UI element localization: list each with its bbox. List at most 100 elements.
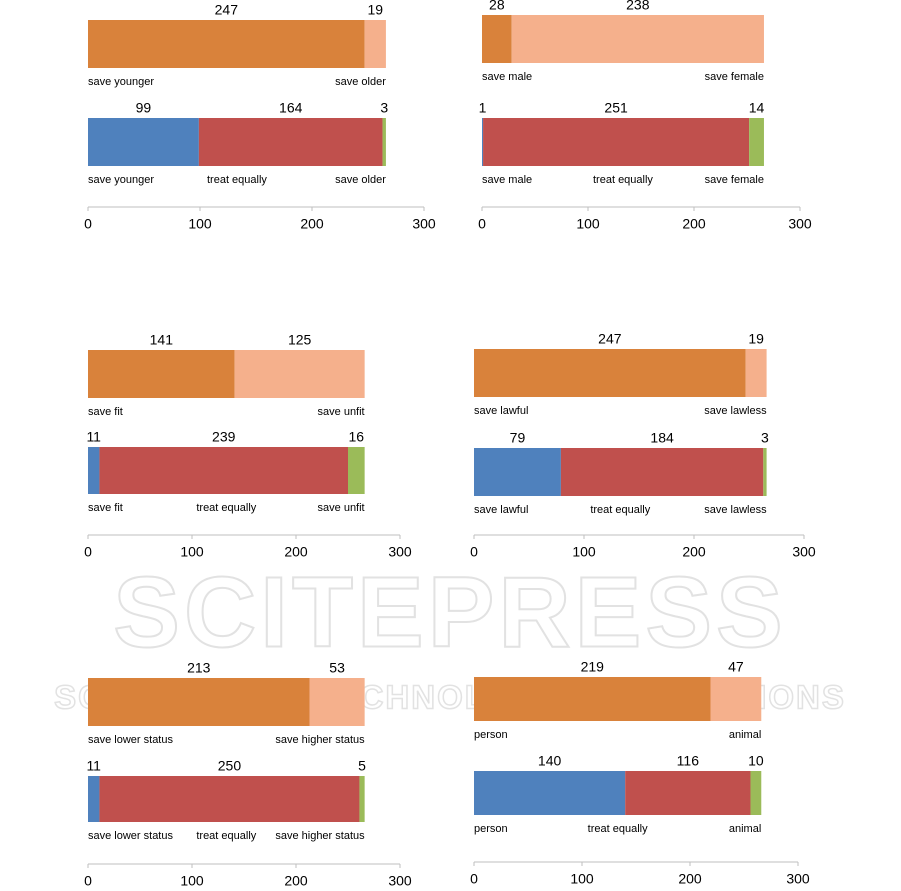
x-tick-label: 100 <box>180 544 204 560</box>
x-tick-label: 300 <box>792 544 816 560</box>
segment-label: treat equally <box>207 174 267 186</box>
bar-segment <box>745 349 767 397</box>
segment-label: save lawful <box>474 405 528 417</box>
bar-segment <box>474 771 626 815</box>
x-tick-label: 200 <box>682 216 706 232</box>
bar-segment <box>474 448 561 496</box>
segment-label: save fit <box>88 502 123 514</box>
segment-label: treat equally <box>196 830 256 842</box>
x-tick-label: 300 <box>388 544 412 560</box>
segment-label: animal <box>729 823 761 835</box>
segment-label: save lower status <box>88 734 173 746</box>
segment-label: save fit <box>88 406 123 418</box>
value-label: 125 <box>288 332 312 348</box>
x-tick-label: 300 <box>412 216 436 232</box>
segment-label: save male <box>482 174 532 186</box>
bar-segment <box>625 771 751 815</box>
value-label: 140 <box>538 753 562 769</box>
value-label: 219 <box>581 659 605 675</box>
bar-segment <box>482 15 512 63</box>
segment-label: save female <box>705 174 764 186</box>
value-label: 5 <box>358 758 366 774</box>
value-label: 10 <box>748 753 764 769</box>
segment-label: animal <box>729 729 761 741</box>
x-tick-label: 0 <box>84 873 92 889</box>
value-label: 184 <box>650 430 674 446</box>
bar-segment <box>474 677 711 721</box>
segment-label: treat equally <box>593 174 653 186</box>
value-label: 11 <box>86 429 101 445</box>
segment-label: save male <box>482 71 532 83</box>
value-label: 239 <box>212 429 236 445</box>
bar-segment <box>382 118 386 166</box>
segment-label: save lawless <box>704 405 767 417</box>
segment-label: save younger <box>88 76 154 88</box>
x-tick-label: 100 <box>576 216 600 232</box>
value-label: 79 <box>510 430 526 446</box>
x-tick-label: 0 <box>84 216 92 232</box>
segment-label: save older <box>335 76 386 88</box>
x-tick-label: 200 <box>300 216 324 232</box>
value-label: 99 <box>136 100 152 116</box>
bar-segment <box>763 448 767 496</box>
value-label: 213 <box>187 660 211 676</box>
watermark: SCITEPRESS <box>113 556 787 668</box>
bar-segment <box>99 776 360 822</box>
bar-segment <box>749 118 764 166</box>
x-tick-label: 200 <box>284 544 308 560</box>
x-tick-label: 300 <box>786 871 810 887</box>
value-label: 14 <box>749 100 765 116</box>
x-tick-label: 100 <box>188 216 212 232</box>
segment-label: save higher status <box>275 734 365 746</box>
value-label: 47 <box>728 659 744 675</box>
bar-segment <box>560 448 764 496</box>
value-label: 238 <box>626 0 650 13</box>
value-label: 16 <box>349 429 365 445</box>
segment-label: save younger <box>88 174 154 186</box>
segment-label: person <box>474 823 508 835</box>
x-tick-label: 0 <box>84 544 92 560</box>
value-label: 116 <box>677 753 700 769</box>
x-tick-label: 100 <box>180 873 204 889</box>
bar-segment <box>483 118 750 166</box>
x-tick-label: 100 <box>570 871 594 887</box>
bar-segment <box>99 447 348 494</box>
bar-segment <box>348 447 365 494</box>
segment-label: save lawful <box>474 504 528 516</box>
value-label: 19 <box>367 2 383 18</box>
segment-label: treat equally <box>588 823 648 835</box>
bar-segment <box>309 678 365 726</box>
value-label: 28 <box>489 0 505 13</box>
segment-label: save lower status <box>88 830 173 842</box>
value-label: 1 <box>479 100 487 116</box>
bar-segment <box>88 776 100 822</box>
bar-segment <box>88 447 100 494</box>
value-label: 247 <box>598 331 622 347</box>
value-label: 251 <box>604 100 628 116</box>
segment-label: save higher status <box>275 830 365 842</box>
bar-segment <box>88 350 235 398</box>
segment-label: save older <box>335 174 386 186</box>
bar-segment <box>364 20 386 68</box>
bar-segment <box>88 20 365 68</box>
value-label: 11 <box>86 758 101 774</box>
value-label: 164 <box>279 100 303 116</box>
bar-segment <box>750 771 762 815</box>
bar-segment <box>474 349 746 397</box>
bar-segment <box>234 350 365 398</box>
segment-label: save unfit <box>318 502 365 514</box>
x-tick-label: 0 <box>478 216 486 232</box>
bar-segment <box>88 118 199 166</box>
bar-segment <box>482 118 484 166</box>
value-label: 141 <box>150 332 174 348</box>
segment-label: save female <box>705 71 764 83</box>
x-tick-label: 100 <box>572 544 596 560</box>
bar-segment <box>710 677 762 721</box>
x-tick-label: 200 <box>284 873 308 889</box>
x-tick-label: 0 <box>470 871 478 887</box>
bar-segment <box>88 678 310 726</box>
segment-label: person <box>474 729 508 741</box>
segment-label: save unfit <box>318 406 365 418</box>
value-label: 250 <box>218 758 242 774</box>
